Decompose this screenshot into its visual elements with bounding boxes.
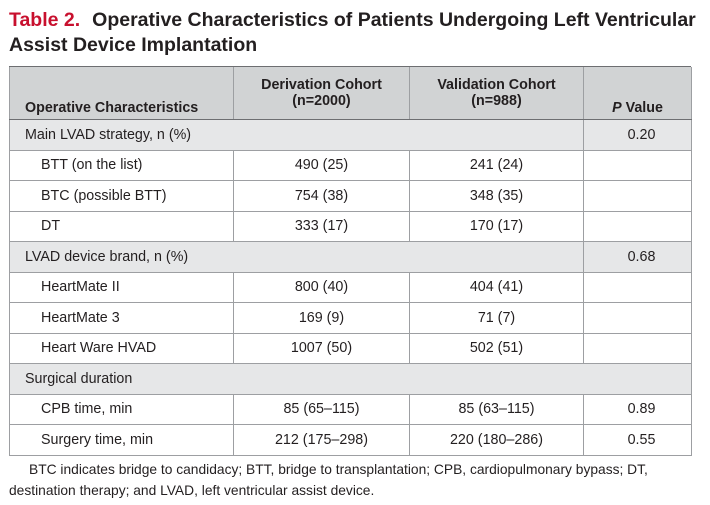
row-label: HeartMate II (9, 271, 234, 303)
p-value (583, 302, 692, 334)
table-row: HeartMate 3 169 (9) 71 (7) (9, 302, 692, 334)
table-row: BTC (possible BTT) 754 (38) 348 (35) (9, 180, 692, 212)
derivation-value: 212 (175–298) (233, 424, 410, 456)
row-label: BTC (possible BTT) (9, 180, 234, 212)
table-row: Heart Ware HVAD 1007 (50) 502 (51) (9, 332, 692, 364)
p-value (583, 332, 692, 364)
group-label: Surgical duration (9, 363, 692, 395)
row-label: HeartMate 3 (9, 302, 234, 334)
group-row-lvad-strategy: Main LVAD strategy, n (%) 0.20 (9, 119, 692, 151)
table-row: HeartMate II 800 (40) 404 (41) (9, 271, 692, 303)
p-value (583, 149, 692, 181)
validation-value: 85 (63–115) (409, 393, 584, 425)
derivation-value: 85 (65–115) (233, 393, 410, 425)
group-row-device-brand: LVAD device brand, n (%) 0.68 (9, 241, 692, 273)
header-operative-characteristics: Operative Characteristics (9, 67, 234, 120)
row-label: CPB time, min (9, 393, 234, 425)
header-validation-cohort: Validation Cohort (n=988) (409, 67, 584, 120)
row-label: DT (9, 210, 234, 242)
derivation-value: 800 (40) (233, 271, 410, 303)
table-body: Main LVAD strategy, n (%) 0.20 BTT (on t… (9, 119, 692, 456)
header-validation-title: Validation Cohort (437, 77, 556, 93)
header-derivation-cohort: Derivation Cohort (n=2000) (233, 67, 410, 120)
header-derivation-title: Derivation Cohort (261, 77, 382, 93)
table-title: Table 2. Operative Characteristics of Pat… (9, 8, 699, 58)
row-label: Surgery time, min (9, 424, 234, 456)
header-derivation-n: (n=2000) (292, 93, 351, 109)
table-header-row: Operative Characteristics Derivation Coh… (9, 67, 692, 120)
table-row: DT 333 (17) 170 (17) (9, 210, 692, 242)
group-p-value: 0.20 (583, 119, 692, 151)
data-table-container: Operative Characteristics Derivation Coh… (9, 66, 692, 456)
derivation-value: 333 (17) (233, 210, 410, 242)
row-label: Heart Ware HVAD (9, 332, 234, 364)
group-label: LVAD device brand, n (%) (9, 241, 584, 273)
derivation-value: 169 (9) (233, 302, 410, 334)
p-value (583, 210, 692, 242)
validation-value: 71 (7) (409, 302, 584, 334)
table-caption: Operative Characteristics of Patients Un… (9, 9, 696, 56)
header-p-value: P Value (583, 67, 692, 120)
validation-value: 170 (17) (409, 210, 584, 242)
p-value (583, 180, 692, 212)
validation-value: 241 (24) (409, 149, 584, 181)
group-row-surgical-duration: Surgical duration (9, 363, 692, 395)
p-value: 0.89 (583, 393, 692, 425)
validation-value: 220 (180–286) (409, 424, 584, 456)
header-p-italic: P (612, 100, 622, 116)
table-row: BTT (on the list) 490 (25) 241 (24) (9, 149, 692, 181)
header-p-rest: Value (621, 100, 663, 116)
header-validation-n: (n=988) (471, 93, 522, 109)
row-label: BTT (on the list) (9, 149, 234, 181)
group-label: Main LVAD strategy, n (%) (9, 119, 584, 151)
validation-value: 348 (35) (409, 180, 584, 212)
validation-value: 404 (41) (409, 271, 584, 303)
validation-value: 502 (51) (409, 332, 584, 364)
p-value: 0.55 (583, 424, 692, 456)
group-p-value: 0.68 (583, 241, 692, 273)
operative-characteristics-table: Operative Characteristics Derivation Coh… (9, 67, 692, 456)
derivation-value: 754 (38) (233, 180, 410, 212)
table-number: Table 2. (9, 9, 81, 31)
derivation-value: 490 (25) (233, 149, 410, 181)
table-row: Surgery time, min 212 (175–298) 220 (180… (9, 424, 692, 456)
table-footnote: BTC indicates bridge to candidacy; BTT, … (9, 462, 648, 498)
table-row: CPB time, min 85 (65–115) 85 (63–115) 0.… (9, 393, 692, 425)
p-value (583, 271, 692, 303)
derivation-value: 1007 (50) (233, 332, 410, 364)
